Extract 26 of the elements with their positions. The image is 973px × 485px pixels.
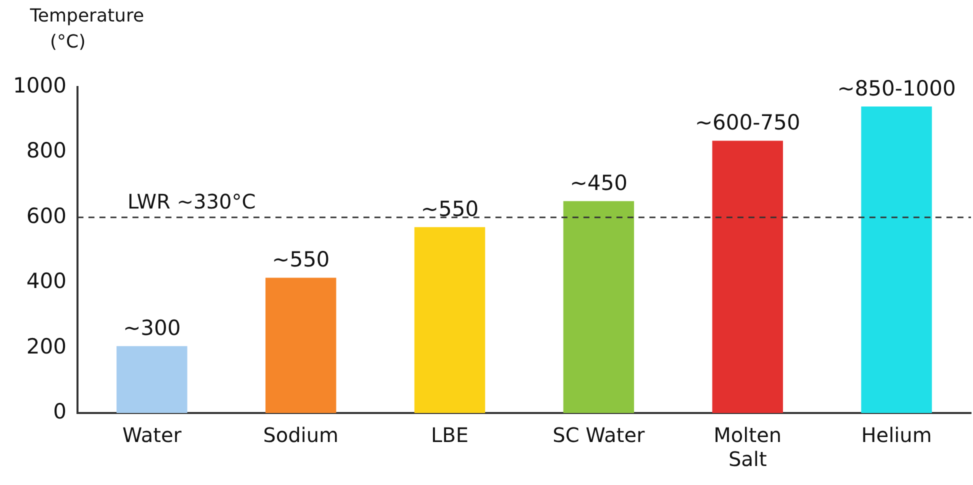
annotation: ~850-1000 <box>837 76 956 101</box>
bar <box>861 106 932 413</box>
bar <box>265 278 336 413</box>
x-tick-label: Water <box>122 423 182 448</box>
annotation: ~300 <box>123 316 181 340</box>
y-tick-label: 1000 <box>12 73 66 98</box>
x-tick-label: Molten Salt <box>714 423 782 472</box>
bar <box>414 227 486 413</box>
y-axis-title: Temperature (°C) <box>29 6 144 53</box>
y-tick-label: 800 <box>26 138 66 163</box>
annotation: ~450 <box>570 171 628 196</box>
x-tick-label: LBE <box>431 423 469 448</box>
annotation: ~550 <box>420 197 479 222</box>
bar <box>116 346 188 413</box>
annotation: ~600-750 <box>694 110 800 135</box>
y-tick-label: 400 <box>26 269 66 294</box>
x-tick-label: SC Water <box>552 423 646 448</box>
bar <box>563 201 634 413</box>
y-tick-label: 600 <box>26 204 66 228</box>
y-tick-label: 200 <box>26 334 66 358</box>
ref-line-label: LWR ~330°C <box>127 190 256 214</box>
y-tick-label: 0 <box>53 399 66 424</box>
bar <box>712 140 783 413</box>
x-tick-label: Sodium <box>263 423 339 448</box>
x-tick-label: Helium <box>861 423 932 448</box>
annotation: ~550 <box>272 248 330 272</box>
